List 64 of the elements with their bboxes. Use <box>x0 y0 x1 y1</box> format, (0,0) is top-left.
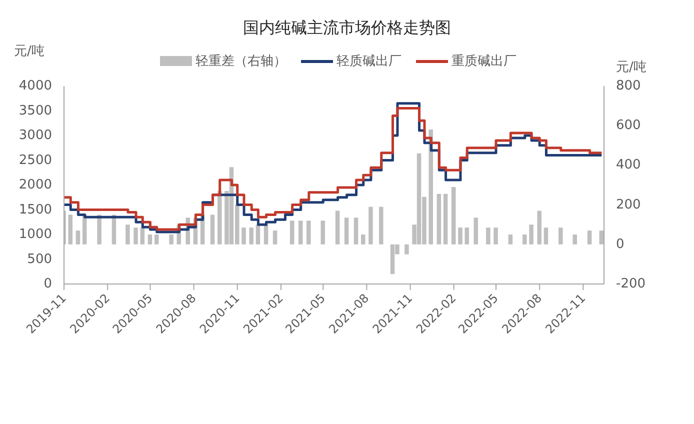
bar <box>134 228 138 244</box>
y-axis-title: 元/吨 <box>14 43 44 60</box>
y2-tick-label: 400 <box>616 158 641 173</box>
bar <box>148 234 152 244</box>
bar <box>272 230 278 244</box>
bar <box>320 220 325 244</box>
bar <box>474 218 478 244</box>
y2-tick-label: 600 <box>616 118 641 134</box>
bar <box>210 214 215 244</box>
bar <box>97 214 102 244</box>
bar <box>436 194 442 244</box>
bar <box>494 228 498 244</box>
y-tick-label: 3000 <box>18 128 52 143</box>
bar <box>508 234 513 244</box>
bar <box>140 228 145 244</box>
bar <box>169 234 174 244</box>
bar <box>335 210 340 244</box>
bar <box>249 228 254 244</box>
y-tick-label: 0 <box>44 276 52 292</box>
bar <box>290 220 294 244</box>
bar <box>298 220 303 244</box>
legend-label: 重质碱出厂 <box>452 53 516 70</box>
bar <box>361 234 366 244</box>
bar <box>443 194 448 244</box>
bar <box>379 206 384 244</box>
bar <box>344 218 349 244</box>
bar <box>451 186 456 244</box>
y2-tick-label: -200 <box>616 276 646 292</box>
bar <box>68 214 73 244</box>
chart-title: 国内纯碱主流市场价格走势图 <box>242 18 452 39</box>
bar <box>558 228 563 244</box>
bar <box>587 230 592 244</box>
bar <box>544 228 548 244</box>
y-tick-label: 2500 <box>18 152 52 168</box>
bar <box>428 130 433 244</box>
y-tick-label: 1500 <box>18 202 52 218</box>
bar <box>572 234 577 244</box>
bar <box>306 220 311 244</box>
bar <box>537 210 542 244</box>
bar <box>256 224 260 244</box>
bar <box>464 228 469 244</box>
bar <box>458 228 462 244</box>
bar <box>354 218 358 244</box>
y-tick-label: 500 <box>27 252 52 267</box>
bar <box>154 234 159 244</box>
y-tick-label: 4000 <box>18 78 52 94</box>
y-tick-label: 1000 <box>18 227 52 242</box>
bar <box>529 224 534 244</box>
bar <box>76 230 80 244</box>
bar <box>599 230 604 244</box>
y-tick-label: 3500 <box>18 103 52 118</box>
bar <box>486 228 490 244</box>
legend-label: 轻质碱出厂 <box>336 53 402 70</box>
bar <box>242 228 246 244</box>
bar <box>522 234 527 244</box>
bar <box>404 244 409 254</box>
bar <box>126 224 130 244</box>
y2-tick-label: 0 <box>616 236 624 252</box>
y2-axis-title: 元/吨 <box>616 59 646 76</box>
legend-label: 轻重差（右轴） <box>196 53 286 70</box>
y-tick-label: 2000 <box>18 178 52 192</box>
y2-tick-label: 800 <box>616 78 641 94</box>
y2-tick-label: 200 <box>616 197 641 212</box>
bar <box>368 206 373 244</box>
